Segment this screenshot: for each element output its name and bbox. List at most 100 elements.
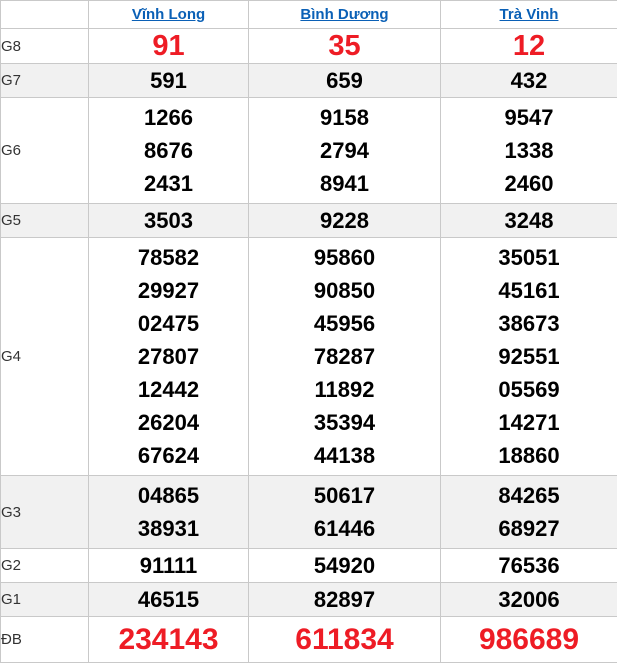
corner-cell — [1, 1, 89, 29]
prize-number: 05569 — [441, 373, 617, 406]
prize-cell: 234143 — [89, 617, 249, 663]
column-header-vinh-long: Vĩnh Long — [89, 1, 249, 29]
prize-number: 659 — [249, 64, 440, 97]
prize-cell: 54920 — [249, 549, 441, 583]
prize-number: 18860 — [441, 439, 617, 472]
prize-cell: 591 — [89, 64, 249, 98]
prize-number: 29927 — [89, 274, 248, 307]
prize-number: 50617 — [249, 479, 440, 512]
prize-cell: 76536 — [441, 549, 617, 583]
header-row: Vĩnh Long Bình Dương Trà Vinh — [1, 1, 617, 29]
prize-number: 68927 — [441, 512, 617, 545]
prize-number: 45161 — [441, 274, 617, 307]
prize-number: 84265 — [441, 479, 617, 512]
prize-number: 45956 — [249, 307, 440, 340]
prize-cell: 986689 — [441, 617, 617, 663]
column-link-vinh-long[interactable]: Vĩnh Long — [132, 6, 205, 23]
prize-number: 67624 — [89, 439, 248, 472]
prize-label: G4 — [1, 238, 89, 476]
prize-number: 9158 — [249, 101, 440, 134]
prize-number: 8941 — [249, 167, 440, 200]
prize-number: 432 — [441, 64, 617, 97]
prize-number: 3503 — [89, 204, 248, 237]
prize-number: 35 — [249, 29, 440, 63]
prize-label: G2 — [1, 549, 89, 583]
prize-number: 14271 — [441, 406, 617, 439]
prize-number: 76536 — [441, 549, 617, 582]
prize-number: 35051 — [441, 241, 617, 274]
prize-number: 26204 — [89, 406, 248, 439]
prize-number: 32006 — [441, 583, 617, 616]
prize-number: 8676 — [89, 134, 248, 167]
prize-label: G5 — [1, 204, 89, 238]
prize-label: G8 — [1, 29, 89, 64]
prize-number: 38931 — [89, 512, 248, 545]
prize-cell: 3503 — [89, 204, 249, 238]
prize-number: 38673 — [441, 307, 617, 340]
prize-number: 2431 — [89, 167, 248, 200]
prize-cell: 3248 — [441, 204, 617, 238]
prize-cell: 91 — [89, 29, 249, 64]
prize-number: 9228 — [249, 204, 440, 237]
column-link-tra-vinh[interactable]: Trà Vinh — [500, 6, 559, 23]
prize-number: 9547 — [441, 101, 617, 134]
column-header-tra-vinh: Trà Vinh — [441, 1, 617, 29]
prize-cell: 611834 — [249, 617, 441, 663]
prize-cell: 12 — [441, 29, 617, 64]
prize-number: 61446 — [249, 512, 440, 545]
prize-number: 3248 — [441, 204, 617, 237]
prize-cell: 35 — [249, 29, 441, 64]
prize-number: 78582 — [89, 241, 248, 274]
prize-number: 27807 — [89, 340, 248, 373]
prize-number: 12 — [441, 29, 617, 63]
prize-number: 11892 — [249, 373, 440, 406]
prize-number: 91111 — [89, 549, 248, 582]
prize-label: G7 — [1, 64, 89, 98]
prize-number: 82897 — [249, 583, 440, 616]
prize-label: ĐB — [1, 617, 89, 663]
prize-number: 591 — [89, 64, 248, 97]
prize-number: 46515 — [89, 583, 248, 616]
prize-number: 54920 — [249, 549, 440, 582]
prize-number: 234143 — [89, 617, 248, 662]
prize-cell: 46515 — [89, 583, 249, 617]
prize-cell: 32006 — [441, 583, 617, 617]
prize-number: 91 — [89, 29, 248, 63]
prize-number: 2794 — [249, 134, 440, 167]
prize-number: 78287 — [249, 340, 440, 373]
prize-number: 1338 — [441, 134, 617, 167]
column-link-binh-duong[interactable]: Bình Dương — [300, 6, 388, 23]
prize-number: 1266 — [89, 101, 248, 134]
prize-number: 90850 — [249, 274, 440, 307]
prize-number: 95860 — [249, 241, 440, 274]
prize-label: G1 — [1, 583, 89, 617]
prize-number: 02475 — [89, 307, 248, 340]
prize-number: 2460 — [441, 167, 617, 200]
prize-number: 44138 — [249, 439, 440, 472]
prize-cell: 9228 — [249, 204, 441, 238]
prize-number: 986689 — [441, 617, 617, 662]
column-header-binh-duong: Bình Dương — [249, 1, 441, 29]
prize-cell: 432 — [441, 64, 617, 98]
prize-number: 35394 — [249, 406, 440, 439]
prize-number: 12442 — [89, 373, 248, 406]
prize-label: G3 — [1, 476, 89, 549]
prize-number: 04865 — [89, 479, 248, 512]
prize-cell: 91111 — [89, 549, 249, 583]
